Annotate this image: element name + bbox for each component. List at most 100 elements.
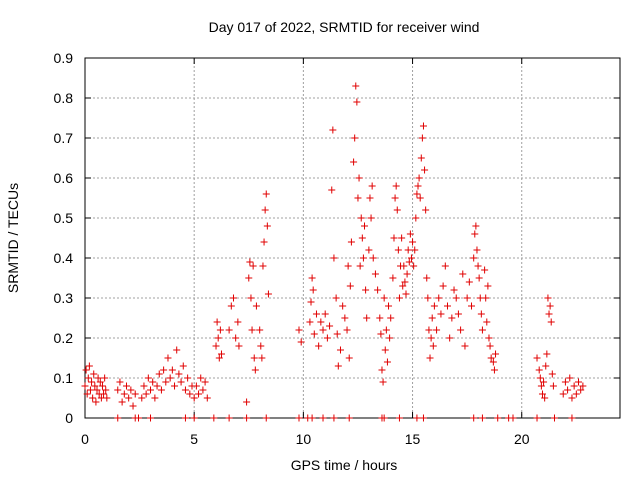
data-point (441, 262, 449, 270)
data-point (162, 378, 170, 386)
data-markers (81, 82, 587, 422)
data-point (561, 378, 569, 386)
data-point (550, 414, 558, 422)
data-point (459, 270, 467, 278)
data-point (382, 326, 390, 334)
data-point (329, 126, 337, 134)
data-point (393, 206, 401, 214)
data-point (484, 282, 492, 290)
data-point (252, 302, 260, 310)
data-point (260, 238, 268, 246)
data-point (213, 318, 221, 326)
data-point (380, 414, 388, 422)
data-point (100, 390, 108, 398)
data-point (377, 330, 385, 338)
y-tick-label: 0.5 (54, 210, 74, 226)
data-point (131, 390, 139, 398)
data-point (256, 326, 264, 334)
data-point (147, 414, 155, 422)
data-point (192, 382, 200, 390)
data-point (346, 282, 354, 290)
data-point (216, 326, 224, 334)
data-point (429, 342, 437, 350)
data-point (419, 122, 427, 130)
data-point (171, 382, 179, 390)
data-point (315, 342, 323, 350)
data-point (405, 258, 413, 266)
data-point (203, 394, 211, 402)
data-point (227, 302, 235, 310)
data-point (147, 386, 155, 394)
data-point (153, 382, 161, 390)
x-tick-label: 15 (405, 431, 421, 447)
data-point (175, 370, 183, 378)
data-point (85, 362, 93, 370)
data-point (199, 386, 207, 394)
data-point (572, 390, 580, 398)
data-point (407, 254, 415, 262)
y-tick-label: 0.2 (54, 330, 74, 346)
data-point (181, 414, 189, 422)
data-point (414, 182, 422, 190)
data-point (82, 366, 90, 374)
data-point (376, 314, 384, 322)
data-point (215, 354, 223, 362)
data-point (179, 362, 187, 370)
data-point (88, 378, 96, 386)
data-point (482, 294, 490, 302)
data-point (490, 366, 498, 374)
data-point (245, 274, 253, 282)
data-point (352, 82, 360, 90)
data-point (330, 414, 338, 422)
data-point (343, 326, 351, 334)
data-point (546, 302, 554, 310)
data-point (478, 326, 486, 334)
data-point (155, 370, 163, 378)
data-point (357, 214, 365, 222)
data-point (355, 174, 363, 182)
data-point (261, 206, 269, 214)
data-point (321, 310, 329, 318)
data-point (250, 354, 258, 362)
data-point (306, 318, 314, 326)
data-point (437, 310, 445, 318)
data-point (263, 222, 271, 230)
data-point (409, 238, 417, 246)
y-tick-label: 0.8 (54, 90, 74, 106)
data-point (468, 302, 476, 310)
data-point (168, 366, 176, 374)
data-point (540, 378, 548, 386)
data-point (138, 394, 146, 402)
data-point (395, 294, 403, 302)
data-point (492, 350, 500, 358)
data-point (336, 346, 344, 354)
data-point (149, 378, 157, 386)
x-axis-label: GPS time / hours (291, 457, 398, 473)
data-point (295, 326, 303, 334)
data-point (333, 330, 341, 338)
data-point (295, 414, 303, 422)
data-point (395, 414, 403, 422)
data-point (543, 350, 551, 358)
data-point (477, 310, 485, 318)
data-point (394, 246, 402, 254)
grid (85, 58, 620, 418)
data-point (486, 342, 494, 350)
data-point (533, 354, 541, 362)
data-point (341, 314, 349, 322)
data-point (533, 414, 541, 422)
data-point (297, 338, 305, 346)
y-tick-label: 0.4 (54, 250, 74, 266)
data-point (470, 254, 478, 262)
data-point (478, 414, 486, 422)
data-point (423, 274, 431, 282)
data-point (374, 286, 382, 294)
data-point (425, 326, 433, 334)
data-point (366, 194, 374, 202)
data-point (129, 402, 137, 410)
data-point (232, 334, 240, 342)
data-point (125, 394, 133, 402)
data-point (421, 166, 429, 174)
data-point (144, 374, 152, 382)
data-point (166, 374, 174, 382)
